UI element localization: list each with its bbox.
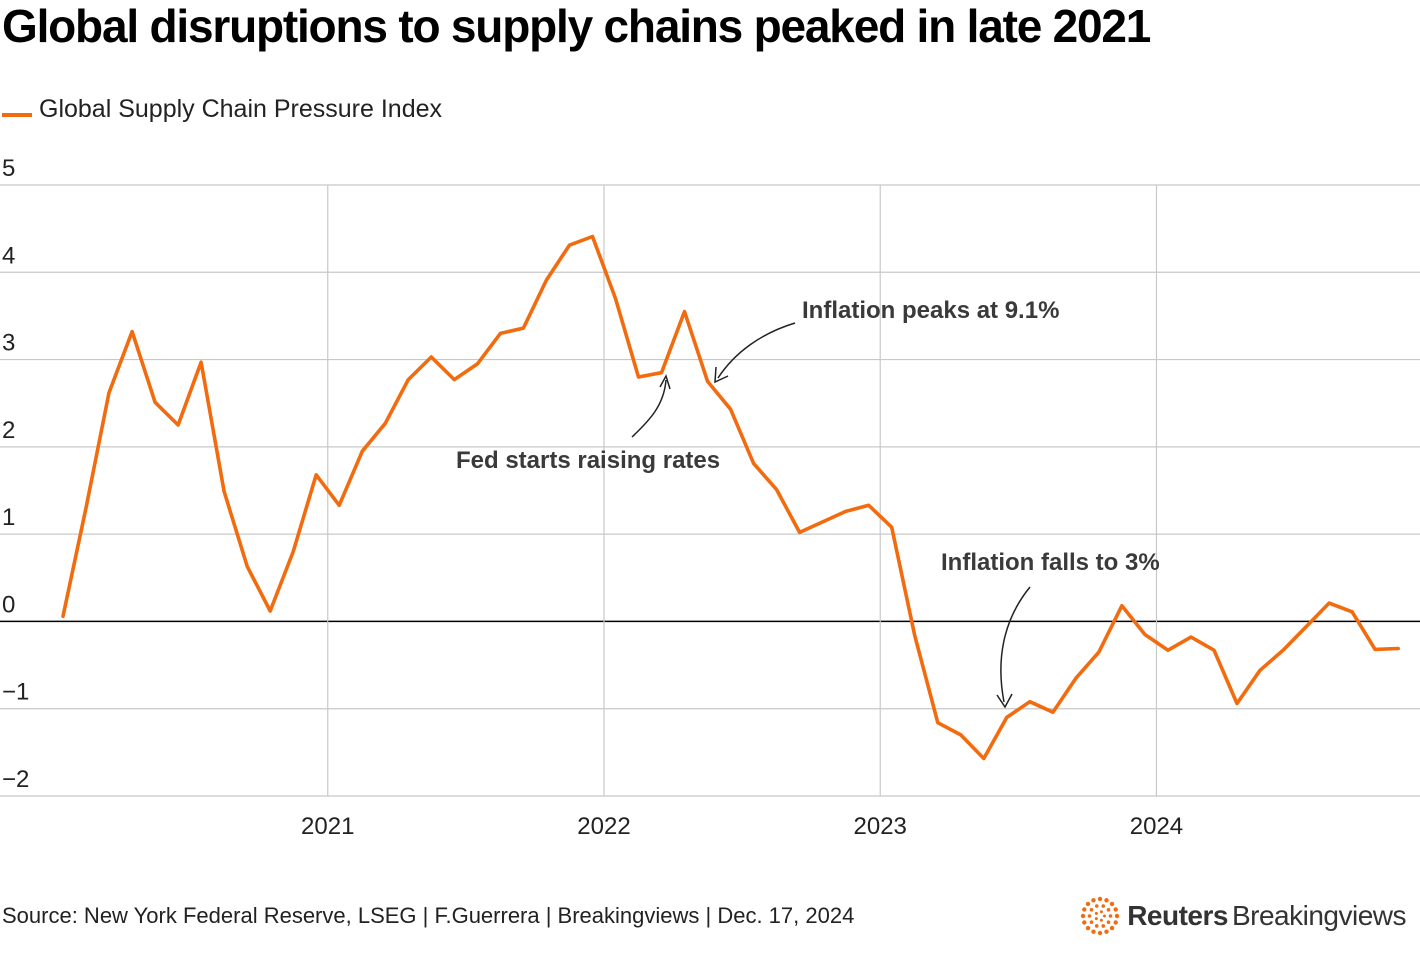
source-note: Source: New York Federal Reserve, LSEG |… [2,903,855,928]
x-axis-labels: 2021 2022 2023 2024 [301,813,1183,840]
logo-dot [1113,920,1119,925]
logo-dot [1101,924,1106,928]
x-tick-label: 2023 [854,813,907,840]
logo-dot [1110,901,1115,907]
x-tick-label: 2022 [577,813,630,840]
annotation-arrowhead-fed [659,374,671,390]
logo-dot [1098,930,1103,936]
y-tick-label: 4 [2,242,15,269]
logo-dot [1089,908,1094,912]
logo-dot [1108,914,1113,918]
annotation-inflation-falls: Inflation falls to 3% [941,549,1160,576]
annotations-group: Fed starts raising rates Inflation peaks… [456,297,1160,709]
logo-dot [1085,901,1091,907]
logo-dot [1106,920,1111,924]
logo-dot [1087,914,1092,918]
y-tick-label: 2 [2,417,15,444]
logo-dot [1095,924,1099,928]
y-tick-label: 5 [2,155,15,182]
x-tick-label: 2024 [1130,813,1183,840]
logo-dot [1095,917,1099,921]
logo-dot [1091,929,1096,934]
legend: Global Supply Chain Pressure Index [2,92,442,126]
logo-dot [1082,907,1087,912]
reuters-dot-logo-icon [1081,896,1120,936]
annotation-arrow-peak [717,322,796,379]
logo-dot [1081,913,1086,919]
y-tick-label: −1 [2,679,29,706]
legend-label: Global Supply Chain Pressure Index [39,94,443,123]
logo-dot [1082,920,1087,925]
logo-dot [1104,929,1109,934]
logo-dot [1115,913,1120,919]
annotation-arrow-fed [631,379,667,438]
reuters-breakingviews-logo: Reuters Breakingviews [1079,894,1407,938]
annotation-inflation-peak: Inflation peaks at 9.1% [802,297,1059,324]
annotation-arrowhead-peak [714,366,729,384]
horizontal-gridlines [0,184,1420,797]
logo-dot [1095,911,1099,915]
series-line-group [61,234,1400,761]
legend-swatch [2,113,32,117]
series-line [61,234,1400,761]
logo-dot [1100,918,1104,922]
logo-dot [1113,907,1119,912]
logo-dot [1104,898,1109,903]
logo-dot [1103,914,1107,918]
y-axis-labels: 5 4 3 2 1 0 −1 −2 [2,155,29,793]
y-tick-label: −2 [2,766,29,793]
annotation-arrowhead-falls [996,693,1013,709]
annotation-fed-rates: Fed starts raising rates [456,447,720,474]
logo-dot [1098,896,1103,902]
logo-dot [1089,920,1094,924]
logo-dot [1085,925,1091,931]
y-tick-label: 0 [2,591,15,618]
y-tick-label: 1 [2,504,15,531]
logo-dot [1110,925,1115,931]
x-tick-label: 2021 [301,813,354,840]
logo-text-breakingviews: Breakingviews [1231,900,1407,931]
logo-dot [1106,908,1111,912]
logo-dot [1095,904,1099,908]
logo-dot [1101,904,1106,908]
logo-dot [1091,898,1096,903]
y-tick-label: 3 [2,330,15,357]
logo-dot [1100,910,1104,914]
chart-title: Global disruptions to supply chains peak… [2,0,1151,52]
annotation-arrow-falls [1000,586,1031,703]
logo-text-reuters: Reuters [1127,900,1228,931]
